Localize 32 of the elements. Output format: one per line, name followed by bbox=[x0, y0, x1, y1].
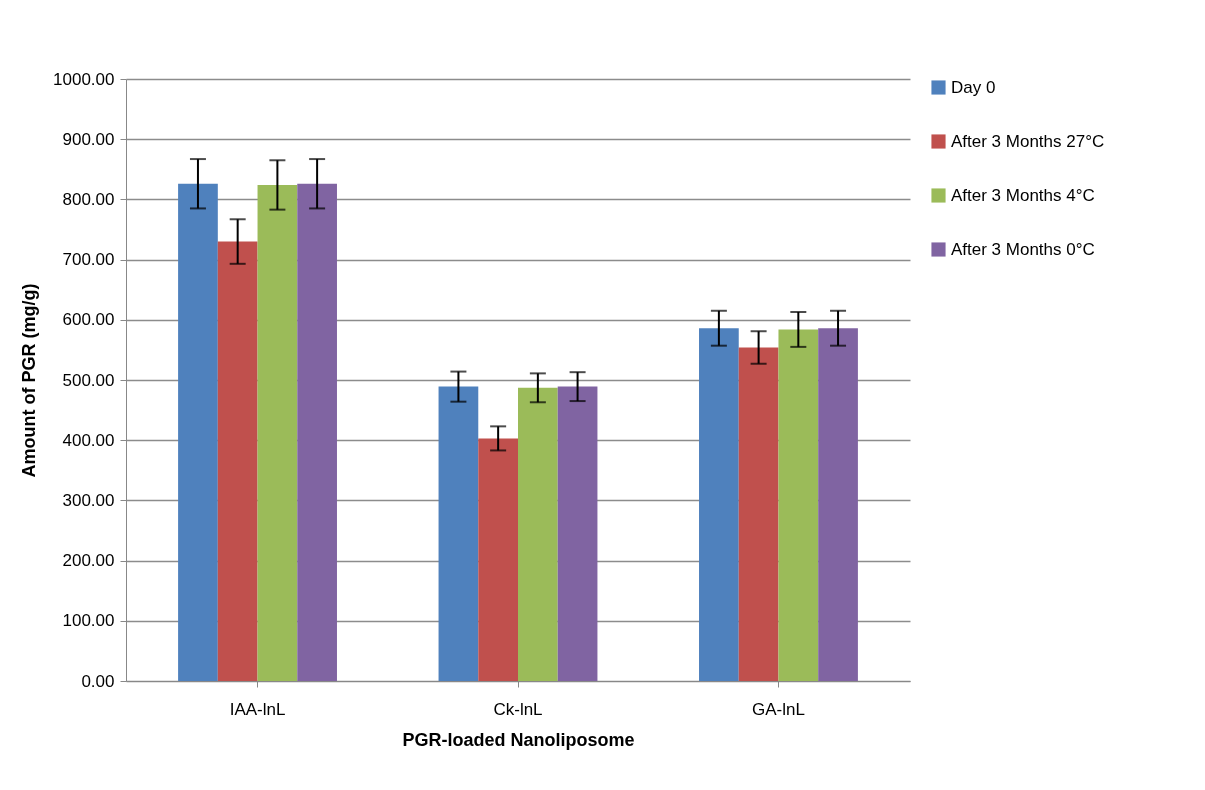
y-tick-label: 400.00 bbox=[62, 430, 115, 450]
y-tick-label: 1000.00 bbox=[53, 69, 115, 89]
bar bbox=[257, 184, 298, 681]
legend-label: Day 0 bbox=[951, 77, 996, 97]
bar bbox=[818, 328, 858, 681]
bar bbox=[778, 329, 819, 681]
y-tick-label: 800.00 bbox=[62, 189, 115, 209]
y-tick-label: 0.00 bbox=[81, 671, 115, 691]
y-tick-label: 300.00 bbox=[62, 490, 115, 510]
bar bbox=[178, 183, 218, 681]
y-tick-label: 600.00 bbox=[62, 310, 115, 330]
legend-label: After 3 Months 0°C bbox=[951, 239, 1095, 259]
bar bbox=[738, 347, 779, 681]
legend-label: After 3 Months 27°C bbox=[951, 131, 1105, 151]
bar bbox=[557, 386, 598, 681]
bar bbox=[699, 328, 739, 681]
y-axis-title: Amount of PGR (mg/g) bbox=[19, 283, 40, 478]
bar bbox=[478, 438, 518, 681]
bar bbox=[297, 183, 337, 681]
y-tick-label: 900.00 bbox=[62, 129, 115, 149]
x-tick-label: Ck-lnL bbox=[493, 699, 543, 719]
y-tick-label: 500.00 bbox=[62, 370, 115, 390]
x-tick-label: IAA-lnL bbox=[229, 699, 286, 719]
y-tick-label: 200.00 bbox=[62, 551, 115, 571]
bar bbox=[438, 386, 479, 681]
bar bbox=[217, 241, 258, 681]
legend-label: After 3 Months 4°C bbox=[951, 185, 1095, 205]
y-tick-label: 700.00 bbox=[62, 250, 115, 270]
x-axis-title: PGR-loaded Nanoliposome bbox=[402, 729, 635, 750]
y-tick-label: 100.00 bbox=[62, 611, 115, 631]
bar bbox=[518, 387, 558, 681]
x-tick-label: GA-lnL bbox=[752, 699, 805, 719]
